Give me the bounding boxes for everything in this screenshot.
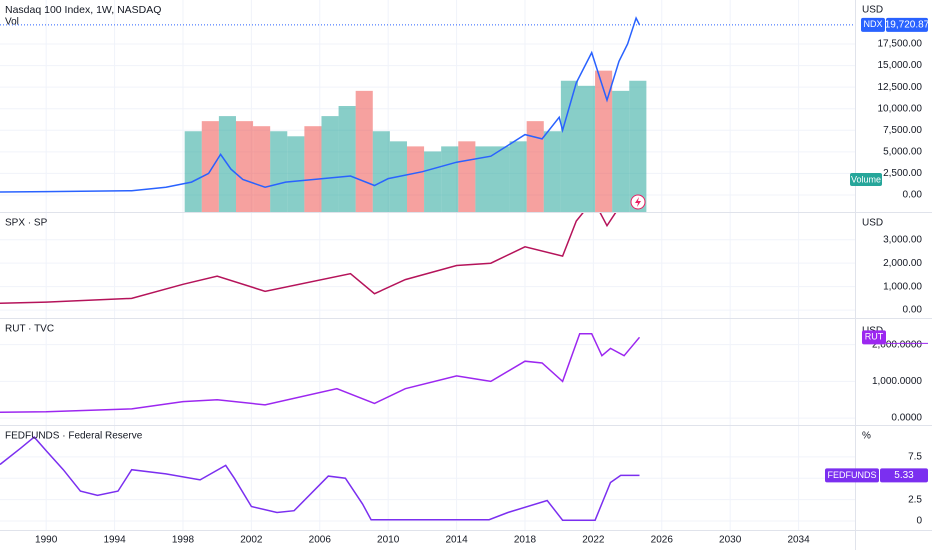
x-tick-label: 2006 bbox=[309, 535, 332, 546]
pane-title: SPX · SP bbox=[5, 218, 48, 229]
grid bbox=[0, 0, 855, 530]
volume-bar bbox=[441, 146, 459, 212]
last-value-label: 19,720.87 bbox=[885, 19, 930, 30]
event-icon-bolt bbox=[635, 197, 641, 207]
currency: USD bbox=[862, 5, 883, 16]
series-badge bbox=[825, 468, 879, 483]
volume-bar bbox=[184, 131, 202, 212]
volume-bar bbox=[406, 146, 425, 212]
volume-bar bbox=[595, 70, 613, 212]
volume-bar bbox=[475, 146, 493, 212]
y-tick-label: 0.00 bbox=[903, 190, 923, 201]
y-tick-label: 7,500.00 bbox=[883, 125, 922, 136]
currency: USD bbox=[862, 218, 883, 229]
series-line bbox=[0, 16, 641, 193]
pane-title: FEDFUNDS · Federal Reserve bbox=[5, 431, 143, 442]
last-value-badge bbox=[886, 17, 928, 32]
marks bbox=[0, 16, 647, 521]
series-badge bbox=[862, 330, 886, 345]
y-tick-label: 1,000.00 bbox=[883, 281, 922, 292]
volume-bar bbox=[424, 151, 442, 212]
y-tick-label: 2.5 bbox=[908, 494, 922, 505]
series-badge bbox=[861, 17, 885, 32]
volume-bar bbox=[287, 136, 305, 212]
y-tick-label: 5,000.00 bbox=[883, 147, 922, 158]
volume-bar bbox=[458, 141, 476, 212]
volume-bar bbox=[492, 146, 510, 212]
volume-badge-label: Volume bbox=[851, 174, 881, 184]
volume-bar bbox=[270, 131, 288, 212]
y-tick-label: 3,000.00 bbox=[883, 234, 922, 245]
y-tick-label: 15,000.00 bbox=[878, 60, 923, 71]
x-tick-label: 1990 bbox=[35, 535, 58, 546]
volume-bar bbox=[338, 106, 356, 212]
y-tick-label: 0.00 bbox=[903, 305, 923, 316]
series-line bbox=[0, 213, 617, 305]
volume-bar bbox=[235, 121, 254, 212]
overlay: 1990 1994 1998 2002 2006 2010 2014 2018 2022 2026… bbox=[35, 17, 930, 546]
y-tick-label: 12,500.00 bbox=[878, 82, 923, 93]
y-tick-label: 2,000.0000 bbox=[872, 339, 922, 350]
y-tick-label: 2,500.00 bbox=[883, 168, 922, 179]
volume-bar bbox=[253, 126, 271, 212]
volume-badge bbox=[850, 173, 882, 186]
pane-title: Nasdaq 100 Index, 1W, NASDAQ bbox=[5, 4, 161, 16]
series-badge-name: NDX bbox=[863, 19, 882, 29]
volume-bar bbox=[526, 121, 544, 212]
y-tick-label: 17,500.00 bbox=[878, 39, 923, 50]
y-tick-label: 10,000.00 bbox=[878, 103, 923, 114]
volume-bar bbox=[543, 131, 561, 212]
volume-bar bbox=[201, 121, 219, 212]
x-tick-label: 2010 bbox=[377, 535, 400, 546]
x-tick-label: 2026 bbox=[651, 535, 674, 546]
y-tick-label: 7.5 bbox=[908, 451, 922, 462]
x-tick-label: 2014 bbox=[445, 535, 468, 546]
y-tick-label: 2,000.00 bbox=[883, 258, 922, 269]
last-value-badge bbox=[880, 468, 928, 483]
series-line bbox=[0, 332, 641, 413]
series-line bbox=[0, 436, 640, 521]
pane-title: RUT · TVC bbox=[5, 324, 54, 335]
x-tick-label: 2034 bbox=[787, 535, 810, 546]
x-tick-label: 1998 bbox=[172, 535, 195, 546]
last-value-label: 5.33 bbox=[894, 470, 914, 481]
volume-bar bbox=[612, 90, 630, 212]
x-tick-label: 2002 bbox=[240, 535, 263, 546]
volume-bar bbox=[577, 85, 596, 212]
series-badge-name: FEDFUNDS bbox=[828, 470, 877, 480]
x-tick-label: 2018 bbox=[514, 535, 537, 546]
series-badge-name: RUT bbox=[865, 332, 884, 342]
volume-bar bbox=[509, 141, 527, 212]
x-tick-label: 1994 bbox=[103, 535, 126, 546]
volume-bar bbox=[304, 126, 322, 212]
x-tick-label: 2022 bbox=[582, 535, 605, 546]
pane-subtitle: Vol bbox=[5, 17, 19, 28]
volume-bar bbox=[321, 116, 339, 212]
y-tick-label: 1,000.0000 bbox=[872, 376, 922, 387]
y-tick-label: 0 bbox=[916, 516, 922, 527]
x-tick-label: 2030 bbox=[719, 535, 742, 546]
volume-bar bbox=[629, 80, 647, 212]
currency: % bbox=[862, 431, 871, 442]
volume-bar bbox=[560, 80, 578, 212]
volume-bar bbox=[355, 90, 373, 212]
volume-bar bbox=[372, 131, 390, 212]
y-tick-label: 0.0000 bbox=[891, 413, 922, 424]
